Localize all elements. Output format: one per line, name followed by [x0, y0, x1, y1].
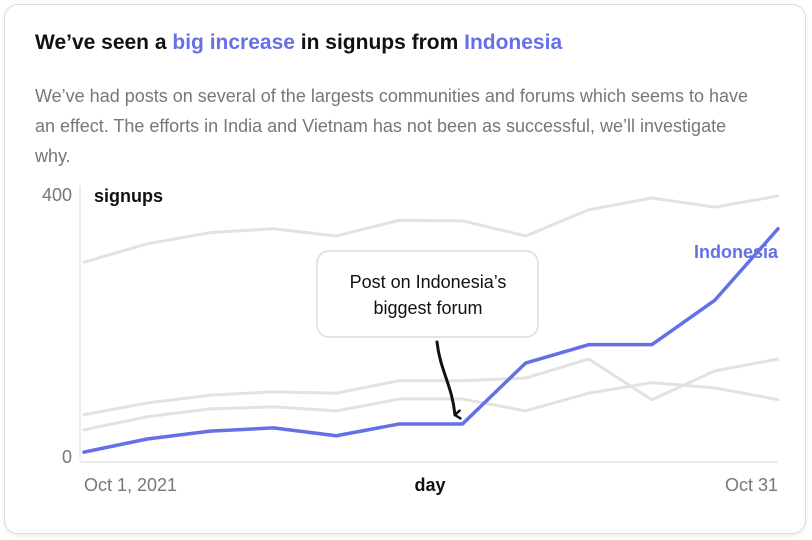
- subtitle: We’ve had posts on several of the larges…: [35, 86, 749, 166]
- annotation-text: Post on Indonesia’s: [350, 272, 507, 292]
- series-line: [82, 227, 780, 454]
- series-line: [82, 194, 780, 264]
- card: We’ve seen a big increase in signups fro…: [4, 4, 806, 534]
- x-tick-label: Oct 31: [725, 475, 778, 495]
- series-line: [82, 381, 780, 432]
- y-tick-label: 400: [42, 185, 72, 205]
- title-part: in signups from: [294, 31, 465, 54]
- title: We’ve seen a big increase in signups fro…: [35, 31, 562, 55]
- annotation-text: biggest forum: [373, 298, 482, 318]
- series-label: Indonesia: [694, 242, 779, 262]
- y-axis-label: signups: [94, 186, 163, 206]
- x-axis-label: day: [414, 475, 445, 495]
- y-tick-label: 0: [62, 447, 72, 467]
- series-line: [82, 357, 780, 417]
- title-part: Indonesia: [464, 31, 563, 54]
- title-part: big increase: [172, 31, 295, 54]
- x-tick-label: Oct 1, 2021: [84, 475, 177, 495]
- annotation-box: [316, 250, 539, 338]
- title-part: We’ve seen a: [35, 31, 173, 54]
- annotation-arrow: [435, 340, 455, 415]
